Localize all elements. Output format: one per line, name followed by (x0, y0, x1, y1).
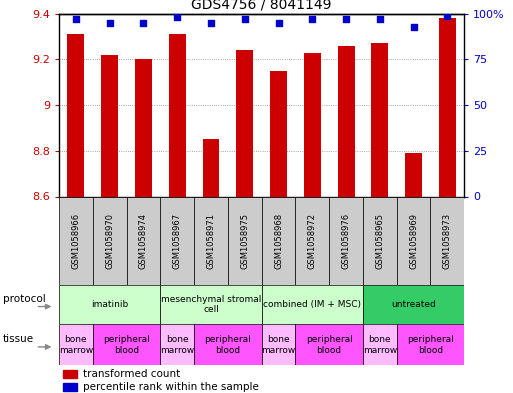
Bar (101, 55, 118, 196)
Bar (430, 196, 464, 285)
Bar (169, 34, 186, 197)
Text: imatinib: imatinib (91, 300, 128, 309)
Text: peripheral
blood: peripheral blood (407, 335, 454, 354)
Text: transformed count: transformed count (83, 369, 181, 379)
Bar (63, 369, 77, 378)
Text: GSM1058967: GSM1058967 (173, 213, 182, 269)
Text: GSM1058974: GSM1058974 (139, 213, 148, 269)
Bar (270, 71, 287, 196)
Point (443, 13, 451, 19)
Text: peripheral
blood: peripheral blood (103, 335, 150, 354)
Text: tissue: tissue (3, 334, 34, 343)
Bar (295, 196, 329, 285)
Bar (262, 196, 295, 285)
Text: protocol: protocol (3, 294, 46, 304)
Point (140, 20, 148, 26)
Text: untreated: untreated (391, 300, 436, 309)
Point (241, 16, 249, 22)
Bar (59, 196, 93, 285)
Bar (63, 382, 77, 391)
Point (342, 16, 350, 22)
Bar (160, 324, 194, 365)
Point (308, 16, 317, 22)
Text: GSM1058975: GSM1058975 (240, 213, 249, 269)
Bar (295, 324, 363, 365)
Text: GSM1058968: GSM1058968 (274, 213, 283, 269)
Bar (304, 53, 321, 196)
Bar (338, 46, 354, 196)
Bar (160, 285, 262, 324)
Bar (135, 59, 152, 196)
Bar (439, 18, 456, 196)
Bar (363, 324, 397, 365)
Text: GSM1058973: GSM1058973 (443, 213, 452, 269)
Text: percentile rank within the sample: percentile rank within the sample (83, 382, 259, 392)
Bar (262, 285, 363, 324)
Point (376, 16, 384, 22)
Bar (228, 196, 262, 285)
Text: combined (IM + MSC): combined (IM + MSC) (263, 300, 361, 309)
Bar (397, 324, 464, 365)
Title: GDS4756 / 8041149: GDS4756 / 8041149 (191, 0, 332, 11)
Text: GSM1058970: GSM1058970 (105, 213, 114, 269)
Bar (67, 34, 84, 197)
Bar (194, 324, 262, 365)
Point (173, 14, 181, 20)
Bar (262, 324, 295, 365)
Text: bone
marrow: bone marrow (59, 335, 93, 354)
Point (409, 24, 418, 30)
Point (72, 16, 80, 22)
Text: GSM1058969: GSM1058969 (409, 213, 418, 269)
Bar (236, 50, 253, 196)
Bar (329, 196, 363, 285)
Text: bone
marrow: bone marrow (363, 335, 397, 354)
Bar (405, 153, 422, 196)
Text: GSM1058972: GSM1058972 (308, 213, 317, 269)
Bar (160, 196, 194, 285)
Text: GSM1058971: GSM1058971 (206, 213, 215, 269)
Bar (397, 196, 430, 285)
Bar (59, 285, 160, 324)
Bar (194, 196, 228, 285)
Text: bone
marrow: bone marrow (262, 335, 295, 354)
Text: peripheral
blood: peripheral blood (205, 335, 251, 354)
Bar (93, 324, 160, 365)
Text: peripheral
blood: peripheral blood (306, 335, 352, 354)
Bar (363, 196, 397, 285)
Bar (93, 196, 127, 285)
Text: GSM1058966: GSM1058966 (71, 213, 81, 269)
Bar (363, 285, 464, 324)
Text: mesenchymal stromal
cell: mesenchymal stromal cell (161, 295, 261, 314)
Bar (371, 44, 388, 196)
Bar (59, 324, 93, 365)
Point (106, 20, 114, 26)
Text: bone
marrow: bone marrow (160, 335, 194, 354)
Bar (203, 140, 220, 196)
Point (207, 20, 215, 26)
Point (274, 20, 283, 26)
Text: GSM1058976: GSM1058976 (342, 213, 350, 269)
Bar (127, 196, 160, 285)
Text: GSM1058965: GSM1058965 (376, 213, 384, 269)
